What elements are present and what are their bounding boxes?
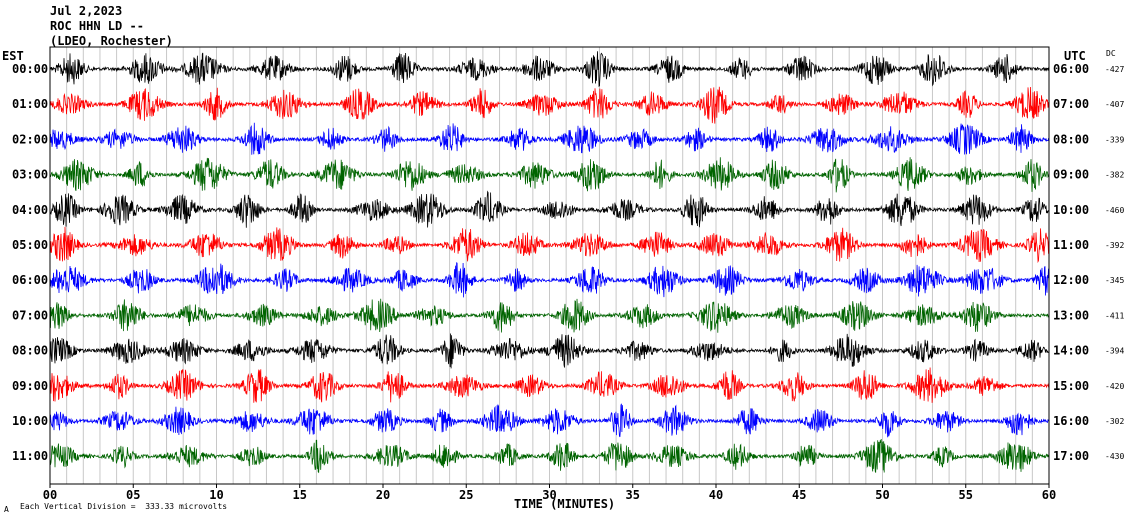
dc-value: -392 [1105,241,1124,250]
trace-0000 [49,51,1050,88]
utc-label: 09:00 [1053,168,1089,182]
utc-label: 15:00 [1053,379,1089,393]
utc-label: 16:00 [1053,414,1089,428]
trace-0400 [49,190,1050,228]
x-tick-label: 30 [542,488,556,502]
dc-value: -302 [1105,417,1124,426]
est-label: 00:00 [12,62,48,76]
footer-mark: A [4,505,9,514]
utc-label: 13:00 [1053,308,1089,322]
dc-value: -420 [1105,382,1124,391]
utc-label: 06:00 [1053,62,1089,76]
est-label: 08:00 [12,344,48,358]
x-tick-label: 25 [459,488,473,502]
trace-0600 [49,262,1050,298]
left-timezone-label: EST [2,49,24,63]
trace-0900 [49,367,1050,403]
x-tick-label: 20 [376,488,390,502]
x-tick-label: 50 [875,488,889,502]
utc-label: 14:00 [1053,344,1089,358]
x-axis-label: TIME (MINUTES) [514,497,616,511]
est-label: 10:00 [12,414,48,428]
dc-value: -382 [1105,171,1124,180]
dc-value: -460 [1105,206,1124,215]
x-tick-label: 00 [43,488,57,502]
dc-header-label: DC [1106,49,1116,58]
trace-0200 [49,122,1050,155]
x-tick-label: 45 [792,488,806,502]
trace-0700 [49,298,1050,333]
trace-1100 [49,438,1050,474]
est-label: 06:00 [12,273,48,287]
x-tick-label: 15 [293,488,307,502]
est-label: 01:00 [12,97,48,111]
x-tick-label: 35 [626,488,640,502]
utc-label: 08:00 [1053,132,1089,146]
x-tick-label: 55 [959,488,973,502]
trace-1000 [49,403,1050,438]
trace-0300 [49,157,1050,193]
x-tick-label: 60 [1042,488,1056,502]
est-label: 11:00 [12,449,48,463]
est-label: 09:00 [12,379,48,393]
x-tick-label: 05 [126,488,140,502]
utc-label: 12:00 [1053,273,1089,287]
trace-0800 [49,333,1050,369]
est-label: 07:00 [12,308,48,322]
utc-label: 11:00 [1053,238,1089,252]
trace-0500 [49,226,1050,264]
est-label: 03:00 [12,168,48,182]
header-station: ROC HHN LD -- [50,19,144,33]
trace-0100 [49,86,1050,124]
header-network: (LDEO, Rochester) [50,34,173,48]
x-tick-label: 10 [209,488,223,502]
utc-label: 10:00 [1053,203,1089,217]
est-label: 04:00 [12,203,48,217]
x-tick-label: 40 [709,488,723,502]
dc-value: -411 [1105,311,1124,320]
scale-note: Each Vertical Division = 333.33 microvol… [20,502,228,511]
dc-value: -339 [1105,135,1124,144]
est-label: 05:00 [12,238,48,252]
dc-value: -394 [1105,347,1124,356]
header-date: Jul 2,2023 [50,4,123,18]
dc-value: -427 [1105,65,1124,74]
dc-value: -430 [1105,452,1124,461]
est-label: 02:00 [12,132,48,146]
dc-value: -407 [1105,100,1124,109]
utc-label: 17:00 [1053,449,1089,463]
utc-label: 07:00 [1053,97,1089,111]
right-timezone-label: UTC [1064,49,1086,63]
dc-value: -345 [1105,276,1124,285]
